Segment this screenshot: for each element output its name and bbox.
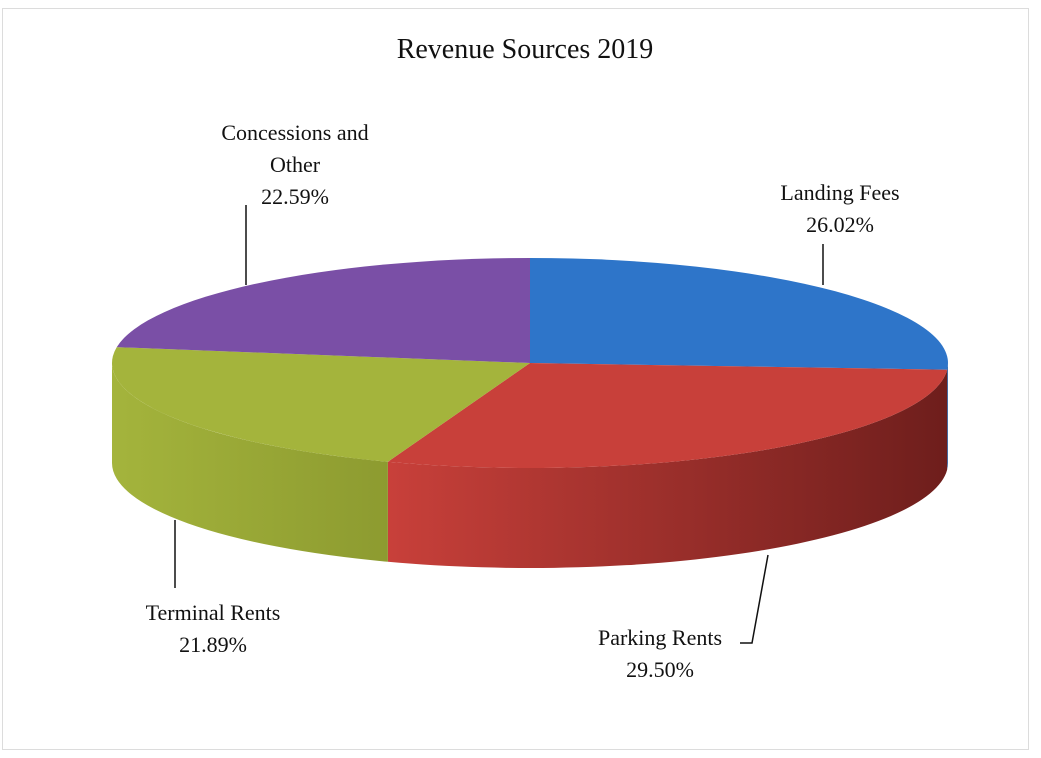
- leader-lines: [174, 205, 824, 644]
- slice-top-3: [116, 258, 530, 363]
- slice-percent-0: 26.02%: [806, 212, 874, 237]
- slice-label-1: Parking Rents: [598, 625, 722, 650]
- chart-title: Revenue Sources 2019: [397, 34, 654, 65]
- slice-top-0: [530, 258, 948, 370]
- slice-percent-2: 21.89%: [179, 632, 247, 657]
- slice-percent-1: 29.50%: [626, 657, 694, 682]
- slice-side-1: [387, 369, 948, 568]
- slice-side-2: [112, 363, 388, 562]
- slice-top-1: [387, 363, 948, 469]
- slice-top-2: [112, 347, 531, 462]
- slice-labels: Landing Fees 26.02% Parking Rents 29.50% Ter…: [146, 120, 900, 682]
- slice-label-3: Concessions and: [221, 120, 368, 145]
- slice-label-0: Landing Fees: [780, 180, 899, 205]
- slice-label-2: Terminal Rents: [146, 600, 281, 625]
- pie-top-faces: [112, 258, 948, 469]
- slice-percent-3: 22.59%: [261, 184, 329, 209]
- slice-label-3: Other: [270, 152, 321, 177]
- leader-line-1: [740, 554, 769, 644]
- slice-side-0: [947, 363, 948, 470]
- pie-side-walls: [112, 363, 948, 568]
